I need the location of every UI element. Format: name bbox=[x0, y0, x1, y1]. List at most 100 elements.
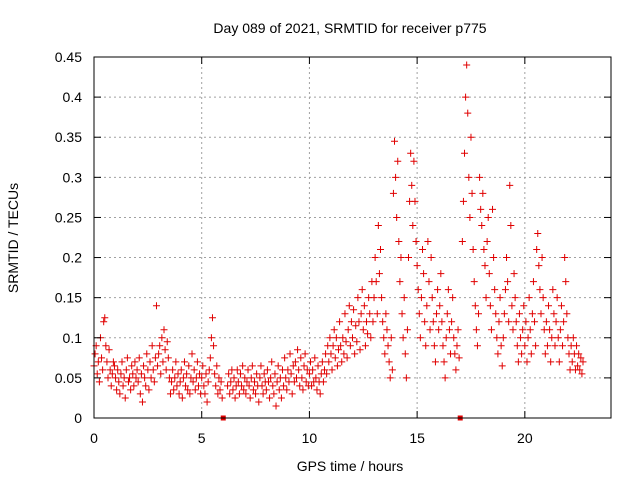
data-point bbox=[334, 346, 342, 354]
data-point bbox=[126, 374, 134, 382]
data-point bbox=[246, 394, 254, 402]
data-point bbox=[250, 378, 258, 386]
data-point bbox=[284, 366, 292, 374]
data-point bbox=[491, 286, 499, 294]
data-point bbox=[141, 374, 149, 382]
data-point bbox=[396, 278, 404, 286]
data-point bbox=[400, 294, 408, 302]
data-point bbox=[207, 334, 215, 342]
data-point bbox=[523, 358, 531, 366]
data-point bbox=[468, 189, 476, 197]
data-point bbox=[129, 370, 137, 378]
data-point bbox=[367, 334, 375, 342]
data-point bbox=[473, 342, 481, 350]
data-point bbox=[130, 382, 138, 390]
data-point bbox=[288, 390, 296, 398]
data-point bbox=[175, 390, 183, 398]
data-point bbox=[349, 334, 356, 342]
y-tick-label: 0.05 bbox=[55, 370, 82, 386]
data-point bbox=[133, 366, 141, 374]
data-point bbox=[514, 358, 522, 366]
data-point bbox=[123, 354, 131, 362]
data-point bbox=[480, 246, 488, 254]
data-point bbox=[206, 354, 214, 362]
data-point bbox=[147, 374, 155, 382]
data-point bbox=[551, 342, 559, 350]
data-point bbox=[319, 378, 327, 386]
data-point bbox=[158, 334, 166, 342]
data-point bbox=[184, 386, 192, 394]
data-point bbox=[117, 370, 125, 378]
data-point bbox=[493, 334, 501, 342]
data-point bbox=[397, 254, 405, 262]
y-tick-label: 0.15 bbox=[55, 290, 82, 306]
data-point bbox=[524, 334, 532, 342]
data-point bbox=[110, 362, 118, 370]
data-point bbox=[476, 173, 484, 181]
data-point bbox=[501, 286, 509, 294]
data-point bbox=[392, 173, 400, 181]
data-point bbox=[338, 358, 346, 366]
data-point bbox=[422, 342, 430, 350]
data-point bbox=[500, 310, 508, 318]
data-point bbox=[136, 390, 144, 398]
data-point bbox=[340, 350, 348, 358]
axis-ticks: 0 0.05 0.1 0.15 0.2 0.25 0.3 0.35 0.4 0.45 0 5 10 15 2… bbox=[55, 49, 611, 446]
data-point bbox=[535, 262, 543, 270]
data-point bbox=[445, 326, 453, 334]
data-point bbox=[453, 342, 461, 350]
data-point bbox=[102, 342, 110, 350]
data-point bbox=[101, 314, 109, 322]
data-point bbox=[450, 334, 458, 342]
data-point bbox=[555, 358, 563, 366]
data-point bbox=[98, 354, 106, 362]
data-point bbox=[407, 149, 415, 157]
data-point bbox=[346, 342, 354, 350]
data-point bbox=[208, 314, 216, 322]
data-point bbox=[377, 246, 385, 254]
data-point bbox=[182, 382, 190, 390]
data-point bbox=[352, 322, 360, 330]
data-point bbox=[302, 378, 310, 386]
data-point bbox=[379, 318, 387, 326]
data-point bbox=[180, 358, 188, 366]
data-point bbox=[107, 382, 115, 390]
data-points bbox=[90, 61, 587, 410]
data-point bbox=[489, 205, 497, 213]
data-point bbox=[370, 294, 378, 302]
data-point bbox=[154, 362, 162, 370]
data-point bbox=[354, 294, 362, 302]
data-point bbox=[283, 386, 291, 394]
data-point bbox=[242, 390, 250, 398]
data-point bbox=[498, 362, 506, 370]
data-point bbox=[128, 362, 136, 370]
data-point bbox=[225, 370, 233, 378]
data-point bbox=[93, 370, 101, 378]
data-point bbox=[148, 342, 156, 350]
data-point bbox=[164, 354, 172, 362]
data-point bbox=[358, 286, 366, 294]
y-tick-label: 0.2 bbox=[63, 250, 83, 266]
data-point bbox=[384, 342, 392, 350]
data-point bbox=[467, 133, 475, 141]
data-point bbox=[574, 362, 582, 370]
data-point bbox=[520, 302, 528, 310]
data-point bbox=[439, 342, 447, 350]
data-point bbox=[388, 366, 396, 374]
data-point bbox=[483, 238, 491, 246]
data-point bbox=[532, 342, 540, 350]
data-point bbox=[294, 346, 302, 354]
data-point bbox=[186, 390, 194, 398]
data-point bbox=[233, 366, 241, 374]
data-point bbox=[230, 374, 238, 382]
data-point bbox=[291, 358, 299, 366]
data-point bbox=[259, 390, 267, 398]
data-point bbox=[269, 382, 277, 390]
data-point bbox=[162, 366, 170, 374]
data-point bbox=[306, 358, 314, 366]
data-point bbox=[508, 302, 516, 310]
data-point bbox=[326, 334, 334, 342]
data-point bbox=[472, 326, 480, 334]
data-point bbox=[198, 374, 206, 382]
